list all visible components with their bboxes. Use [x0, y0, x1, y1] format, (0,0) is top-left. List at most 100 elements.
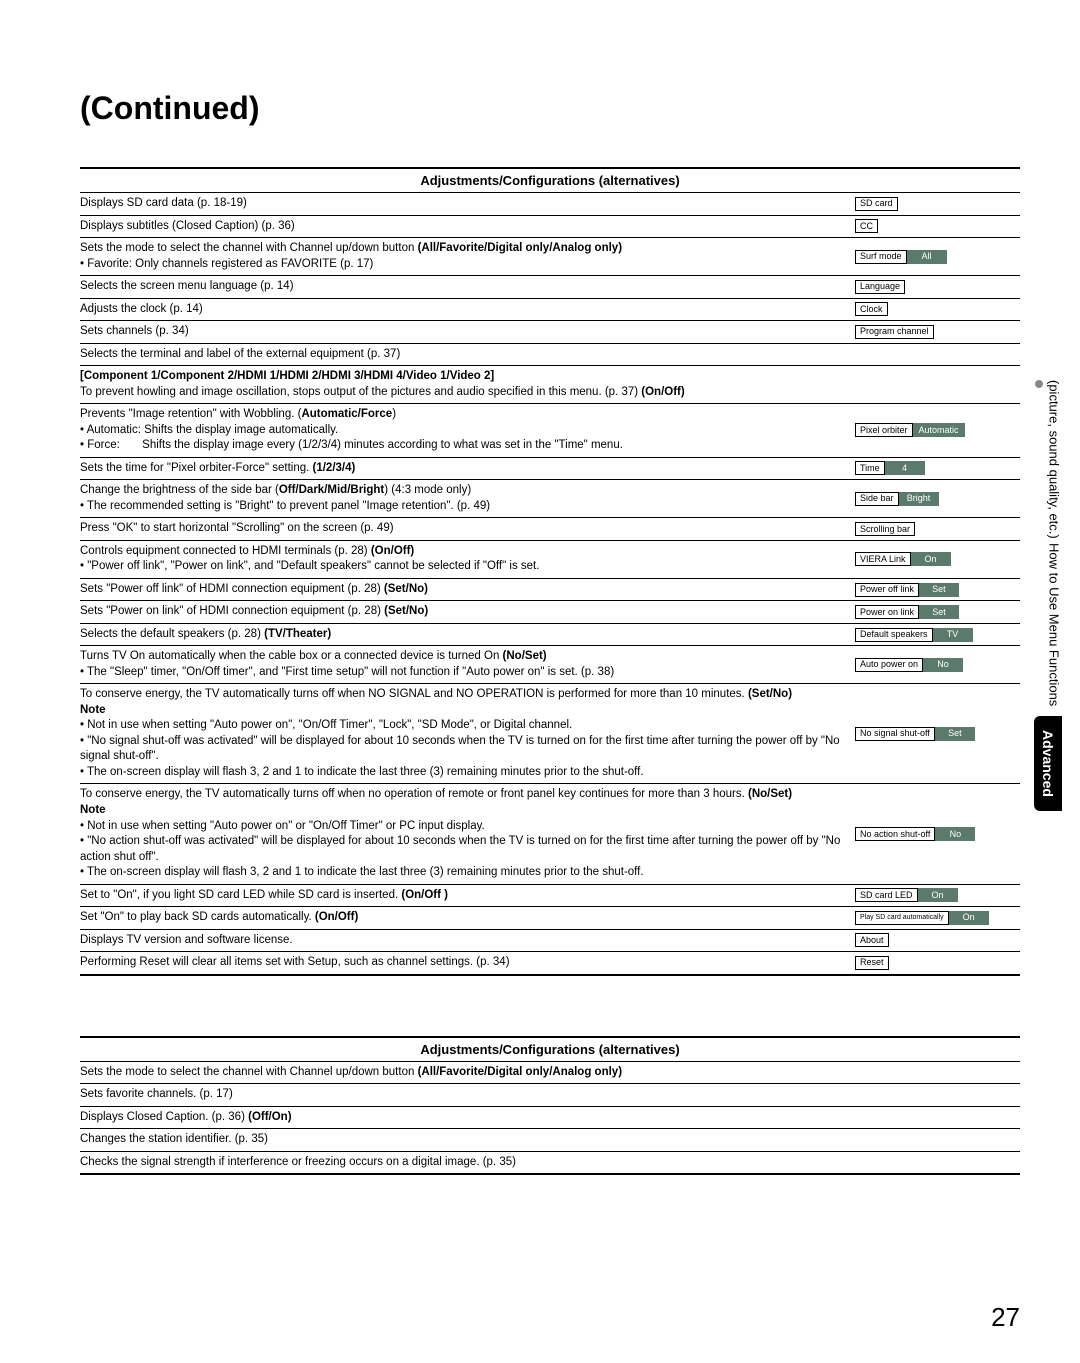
table-row: Sets favorite channels. (p. 17) [80, 1084, 1020, 1107]
table-row: Set to "On", if you light SD card LED wh… [80, 885, 1020, 908]
setting-label: Reset [855, 956, 889, 970]
setting-value: Set [919, 605, 959, 619]
setting-label: Side bar [855, 492, 899, 506]
table-row: [Component 1/Component 2/HDMI 1/HDMI 2/H… [80, 366, 1020, 404]
row-control: Surf modeAll [855, 250, 1020, 264]
row-control: Pixel orbiterAutomatic [855, 423, 1020, 437]
row-control: Play SD card automaticallyOn [855, 911, 1020, 925]
row-control: CC [855, 219, 1020, 233]
row-description: Displays SD card data (p. 18-19) [80, 196, 855, 212]
table-row: Selects the screen menu language (p. 14)… [80, 276, 1020, 299]
row-description: Sets "Power off link" of HDMI connection… [80, 582, 855, 598]
row-control: Time4 [855, 461, 1020, 475]
table-row: Sets the mode to select the channel with… [80, 238, 1020, 276]
setting-value: On [918, 888, 958, 902]
table-row: Turns TV On automatically when the cable… [80, 646, 1020, 684]
setting-label: About [855, 933, 889, 947]
row-description: Performing Reset will clear all items se… [80, 955, 855, 971]
row-description: Sets the mode to select the channel with… [80, 1065, 855, 1081]
setting-label: No signal shut-off [855, 727, 935, 741]
row-description: Displays subtitles (Closed Caption) (p. … [80, 219, 855, 235]
row-description: To conserve energy, the TV automatically… [80, 787, 855, 880]
row-control: Reset [855, 956, 1020, 970]
row-description: Sets the mode to select the channel with… [80, 241, 855, 272]
row-description: Checks the signal strength if interferen… [80, 1155, 855, 1171]
setting-value: On [949, 911, 989, 925]
row-description: Displays Closed Caption. (p. 36) (Off/On… [80, 1110, 855, 1126]
table-row: Change the brightness of the side bar (O… [80, 480, 1020, 518]
row-control: SD card LEDOn [855, 888, 1020, 902]
row-description: [Component 1/Component 2/HDMI 1/HDMI 2/H… [80, 369, 855, 400]
row-description: Sets channels (p. 34) [80, 324, 855, 340]
row-control: Default speakersTV [855, 628, 1020, 642]
table-row: Adjusts the clock (p. 14)Clock [80, 299, 1020, 322]
row-description: Turns TV On automatically when the cable… [80, 649, 855, 680]
row-description: Set to "On", if you light SD card LED wh… [80, 888, 855, 904]
setting-value: Set [935, 727, 975, 741]
setting-value: No [923, 658, 963, 672]
setting-label: Clock [855, 302, 888, 316]
setting-label: Time [855, 461, 885, 475]
row-description: Sets favorite channels. (p. 17) [80, 1087, 855, 1103]
side-tab: (picture, sound quality, etc.) How to Us… [1034, 380, 1062, 811]
row-description: Adjusts the clock (p. 14) [80, 302, 855, 318]
table-row: Sets "Power on link" of HDMI connection … [80, 601, 1020, 624]
row-control: VIERA LinkOn [855, 552, 1020, 566]
row-control: Power off linkSet [855, 583, 1020, 597]
row-control: Power on linkSet [855, 605, 1020, 619]
table-row: Press "OK" to start horizontal "Scrollin… [80, 518, 1020, 541]
row-control: Scrolling bar [855, 522, 1020, 536]
setting-label: Surf mode [855, 250, 907, 264]
table-row: Sets the mode to select the channel with… [80, 1062, 1020, 1085]
setting-label: Scrolling bar [855, 522, 915, 536]
table-row: Set "On" to play back SD cards automatic… [80, 907, 1020, 930]
row-control: Side barBright [855, 492, 1020, 506]
setting-label: Play SD card automatically [855, 911, 949, 925]
setting-label: SD card [855, 197, 898, 211]
table-row: Displays Closed Caption. (p. 36) (Off/On… [80, 1107, 1020, 1130]
row-control: Program channel [855, 325, 1020, 339]
setting-value: Automatic [913, 423, 965, 437]
row-control: Language [855, 280, 1020, 294]
config-table-2: Adjustments/Configurations (alternatives… [80, 1036, 1020, 1176]
row-description: Changes the station identifier. (p. 35) [80, 1132, 855, 1148]
setting-label: SD card LED [855, 888, 918, 902]
table-row: To conserve energy, the TV automatically… [80, 684, 1020, 784]
row-description: Displays TV version and software license… [80, 933, 855, 949]
table-row: Performing Reset will clear all items se… [80, 952, 1020, 976]
bullet-icon [1035, 380, 1043, 388]
setting-value: 4 [885, 461, 925, 475]
setting-value: All [907, 250, 947, 264]
row-description: Selects the screen menu language (p. 14) [80, 279, 855, 295]
table-row: Displays subtitles (Closed Caption) (p. … [80, 216, 1020, 239]
table-row: Selects the default speakers (p. 28) (TV… [80, 624, 1020, 647]
table-row: Sets channels (p. 34)Program channel [80, 321, 1020, 344]
table-row: Selects the terminal and label of the ex… [80, 344, 1020, 367]
row-description: Controls equipment connected to HDMI ter… [80, 544, 855, 575]
setting-value: Set [919, 583, 959, 597]
setting-label: Power off link [855, 583, 919, 597]
table2-header: Adjustments/Configurations (alternatives… [80, 1036, 1020, 1062]
row-description: Selects the terminal and label of the ex… [80, 347, 855, 363]
row-control: No action shut-offNo [855, 827, 1020, 841]
setting-label: Language [855, 280, 905, 294]
table-row: Controls equipment connected to HDMI ter… [80, 541, 1020, 579]
row-description: Change the brightness of the side bar (O… [80, 483, 855, 514]
row-description: Press "OK" to start horizontal "Scrollin… [80, 521, 855, 537]
row-control: Clock [855, 302, 1020, 316]
table1-header: Adjustments/Configurations (alternatives… [80, 167, 1020, 193]
setting-label: Auto power on [855, 658, 923, 672]
setting-label: Default speakers [855, 628, 933, 642]
setting-label: CC [855, 219, 878, 233]
row-control: Auto power onNo [855, 658, 1020, 672]
setting-label: Program channel [855, 325, 934, 339]
table-row: Displays TV version and software license… [80, 930, 1020, 953]
page-title: (Continued) [80, 90, 1020, 127]
row-description: Sets the time for "Pixel orbiter-Force" … [80, 461, 855, 477]
setting-label: Pixel orbiter [855, 423, 913, 437]
row-control: About [855, 933, 1020, 947]
table-row: To conserve energy, the TV automatically… [80, 784, 1020, 884]
table-row: Sets the time for "Pixel orbiter-Force" … [80, 458, 1020, 481]
row-description: Selects the default speakers (p. 28) (TV… [80, 627, 855, 643]
row-description: To conserve energy, the TV automatically… [80, 687, 855, 780]
